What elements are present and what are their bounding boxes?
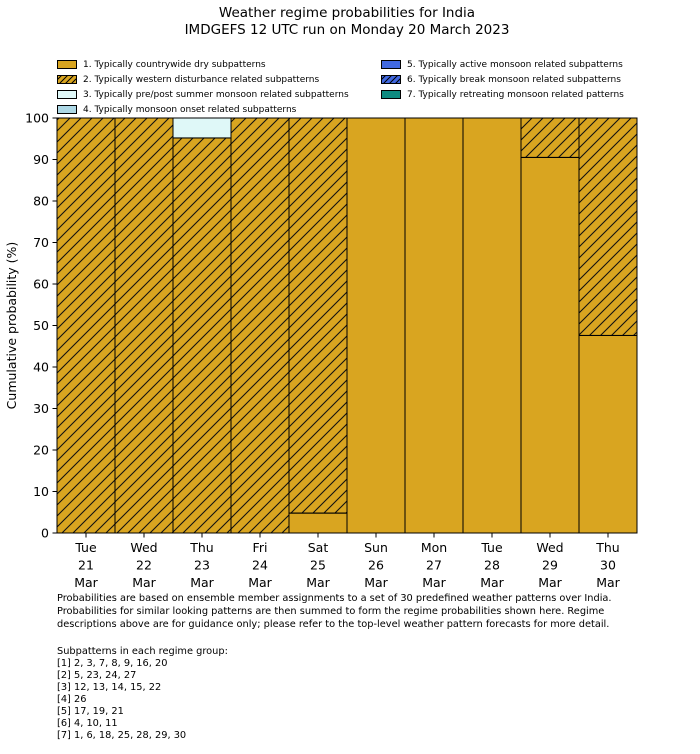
- bar-segment: [172, 117, 232, 139]
- bar-segment-hatch: [172, 137, 232, 534]
- legend-swatch-dry: [57, 60, 77, 69]
- x-tick-label-date: 27: [426, 558, 442, 573]
- footnote-line1: Probabilities are based on ensemble memb…: [57, 593, 612, 604]
- y-tick-label: 60: [33, 276, 49, 291]
- bar-segment: [578, 334, 638, 534]
- legend-column-left: 1. Typically countrywide dry subpatterns…: [57, 57, 349, 117]
- x-tick-label-date: 25: [310, 558, 326, 573]
- y-tick-label: 10: [33, 484, 49, 499]
- legend-column-right: 5. Typically active monsoon related subp…: [381, 57, 624, 102]
- x-tick-label-date: 23: [194, 558, 210, 573]
- bar-segment-hatch: [288, 117, 348, 514]
- x-tick-label-day: Wed: [536, 540, 563, 555]
- chart-title: Weather regime probabilities for India I…: [0, 5, 694, 39]
- bar-segment-hatch: [56, 117, 116, 534]
- chart-title-line1: Weather regime probabilities for India: [218, 5, 476, 21]
- x-tick-label-day: Thu: [595, 540, 619, 555]
- y-tick-label: 40: [33, 359, 49, 374]
- chart-title-line2: IMDGEFS 12 UTC run on Monday 20 March 20…: [184, 22, 510, 38]
- x-tick-label-date: 21: [78, 558, 94, 573]
- x-tick-label-day: Thu: [189, 540, 213, 555]
- x-tick-label-date: 28: [484, 558, 500, 573]
- legend-item-1: 1. Typically countrywide dry subpatterns: [57, 57, 349, 72]
- x-tick-label-day: Sat: [308, 540, 329, 555]
- x-tick-label-day: Wed: [130, 540, 157, 555]
- legend-item-label: 5. Typically active monsoon related subp…: [407, 59, 623, 70]
- legend-item-label: 4. Typically monsoon onset related subpa…: [83, 104, 297, 115]
- subpatterns-line-4: [4] 26: [57, 694, 87, 705]
- subpatterns-line-5: [5] 17, 19, 21: [57, 706, 124, 717]
- legend-item-4: 4. Typically monsoon onset related subpa…: [57, 102, 349, 117]
- footnote: Probabilities are based on ensemble memb…: [57, 592, 612, 631]
- x-tick-label-month: Mar: [364, 575, 388, 590]
- legend-item-2: 2. Typically western disturbance related…: [57, 72, 349, 87]
- x-tick-label-month: Mar: [422, 575, 446, 590]
- legend-swatch-active-monsoon: [381, 60, 401, 69]
- bar-segment-hatch: [114, 117, 174, 534]
- legend-item-5: 5. Typically active monsoon related subp…: [381, 57, 624, 72]
- x-tick-label-day: Fri: [253, 540, 268, 555]
- legend-item-label: 7. Typically retreating monsoon related …: [407, 89, 624, 100]
- x-tick-label-month: Mar: [480, 575, 504, 590]
- legend-swatch-retreating-monsoon: [381, 90, 401, 99]
- x-tick-label-month: Mar: [74, 575, 98, 590]
- bar-segment: [520, 156, 580, 534]
- subpatterns-line-2: [2] 5, 23, 24, 27: [57, 670, 137, 681]
- footnote-line2: Probabilities for similar looking patter…: [57, 606, 605, 617]
- x-tick-label-month: Mar: [306, 575, 330, 590]
- y-tick-label: 80: [33, 193, 49, 208]
- bar-segment-hatch: [578, 117, 638, 336]
- bar-segment: [404, 117, 464, 534]
- x-tick-label-month: Mar: [596, 575, 620, 590]
- x-tick-label-month: Mar: [132, 575, 156, 590]
- x-tick-label-day: Tue: [74, 540, 97, 555]
- bar-segment-hatch: [520, 117, 580, 158]
- y-tick-label: 100: [25, 110, 49, 125]
- subpatterns-header: Subpatterns in each regime group:: [57, 646, 228, 657]
- x-tick-label-month: Mar: [190, 575, 214, 590]
- bar-segment: [346, 117, 406, 534]
- y-tick-label: 20: [33, 442, 49, 457]
- subpatterns-line-1: [1] 2, 3, 7, 8, 9, 16, 20: [57, 658, 168, 669]
- legend-item-3: 3. Typically pre/post summer monsoon rel…: [57, 87, 349, 102]
- y-axis-label: Cumulative probability (%): [4, 242, 19, 410]
- legend-item-label: 3. Typically pre/post summer monsoon rel…: [83, 89, 349, 100]
- x-tick-label-month: Mar: [538, 575, 562, 590]
- legend-item-label: 6. Typically break monsoon related subpa…: [407, 74, 621, 85]
- subpatterns-line-6: [6] 4, 10, 11: [57, 718, 118, 729]
- y-tick-label: 70: [33, 235, 49, 250]
- stacked-bar-chart: 0 10 20 30 40 50 60 70 80 90 100 Tue 21 Mar Wed 22 Mar Th…: [4, 110, 638, 590]
- legend-item-7: 7. Typically retreating monsoon related …: [381, 87, 624, 102]
- legend-item-label: 1. Typically countrywide dry subpatterns: [83, 59, 266, 70]
- y-tick-label: 0: [41, 525, 49, 540]
- legend-item-6: 6. Typically break monsoon related subpa…: [381, 72, 624, 87]
- subpatterns-line-7: [7] 1, 6, 18, 25, 28, 29, 30: [57, 730, 187, 741]
- legend-swatch-pre-post-monsoon: [57, 90, 77, 99]
- legend-swatch-break-monsoon: [381, 75, 401, 84]
- x-tick-label-date: 22: [136, 558, 152, 573]
- x-tick-label-day: Tue: [480, 540, 503, 555]
- subpatterns-line-3: [3] 12, 13, 14, 15, 22: [57, 682, 162, 693]
- x-tick-label-date: 26: [368, 558, 384, 573]
- y-tick-label: 90: [33, 152, 49, 167]
- legend-swatch-monsoon-onset: [57, 105, 77, 114]
- x-tick-label-date: 30: [600, 558, 616, 573]
- bar-segment: [462, 117, 522, 534]
- y-tick-label: 30: [33, 401, 49, 416]
- bar-segment: [288, 512, 348, 534]
- footnote-line3: descriptions above are for guidance only…: [57, 619, 610, 630]
- y-tick-label: 50: [33, 318, 49, 333]
- x-tick-label-day: Sun: [364, 540, 388, 555]
- x-tick-label-date: 24: [252, 558, 268, 573]
- subpatterns-list: Subpatterns in each regime group: [1] 2,…: [57, 646, 228, 742]
- legend-swatch-western-disturbance: [57, 75, 77, 84]
- legend-item-label: 2. Typically western disturbance related…: [83, 74, 320, 85]
- x-tick-label-day: Mon: [421, 540, 447, 555]
- x-tick-label-date: 29: [542, 558, 558, 573]
- x-tick-label-month: Mar: [248, 575, 272, 590]
- bar-segment-hatch: [230, 117, 290, 534]
